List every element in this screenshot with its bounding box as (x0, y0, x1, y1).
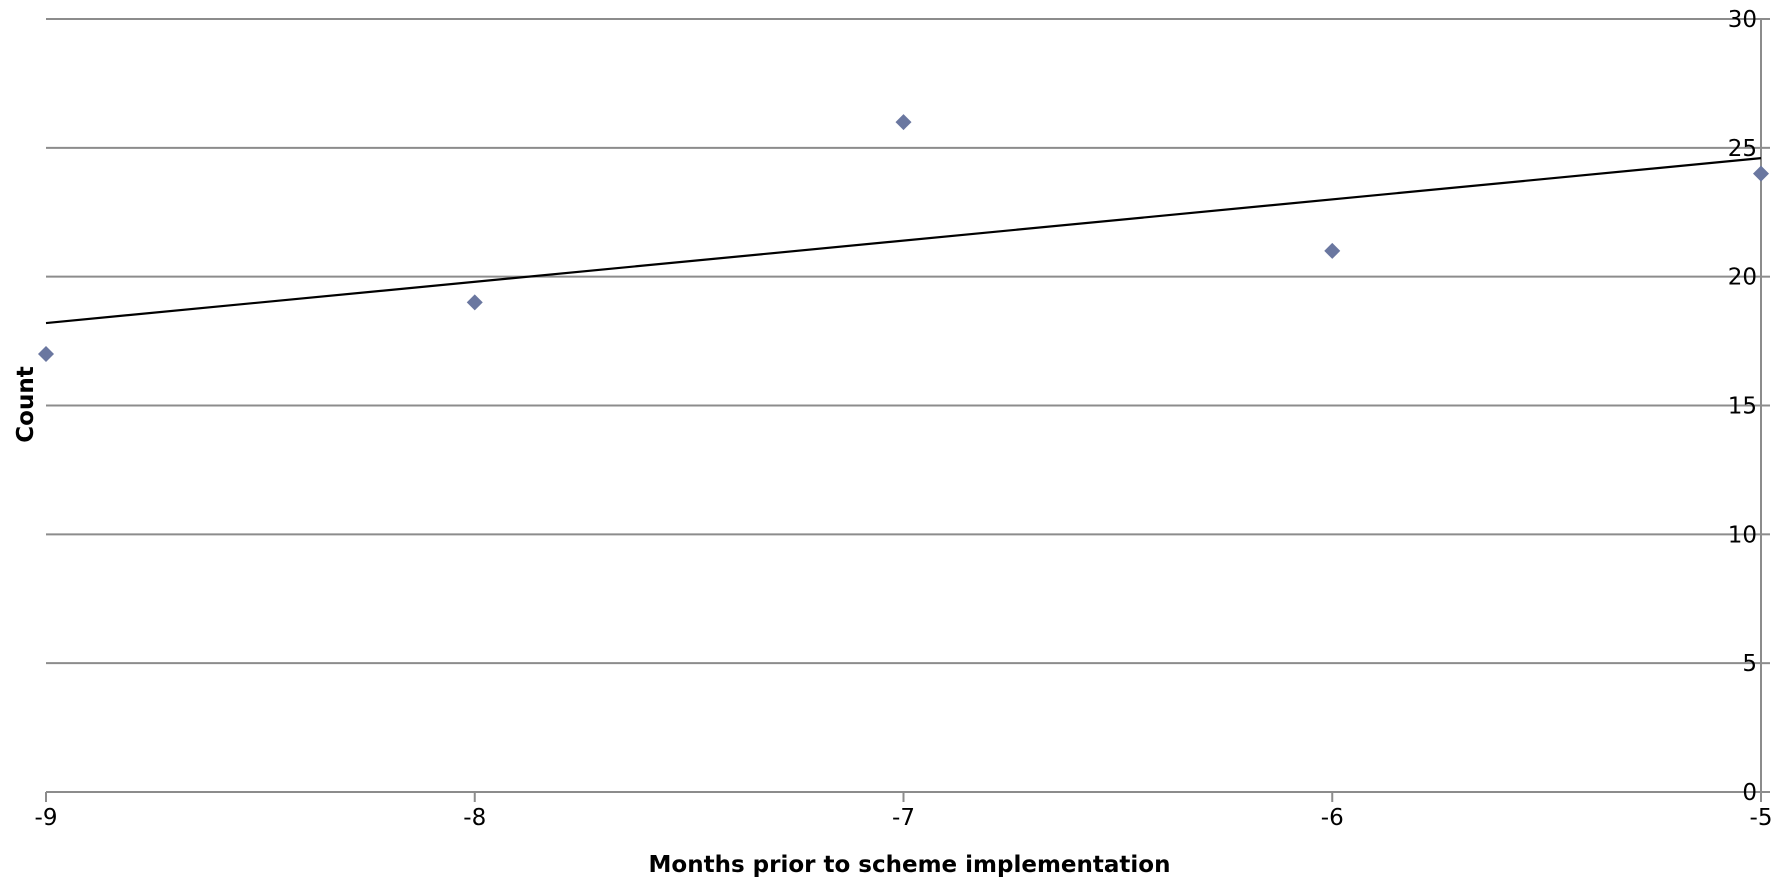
x-tick-label: -8 (463, 805, 486, 831)
data-point (895, 114, 912, 131)
x-tick-label: -5 (1750, 805, 1773, 831)
y-tick-label: 5 (1742, 651, 1757, 677)
y-tick-label: 10 (1728, 522, 1757, 548)
y-tick-label: 30 (1728, 7, 1757, 33)
data-points (38, 114, 1769, 362)
data-point (1324, 242, 1341, 259)
axes (45, 18, 1770, 802)
y-tick-label: 0 (1742, 780, 1757, 806)
y-tick-label: 15 (1728, 394, 1757, 420)
y-tick-label: 25 (1728, 136, 1757, 162)
data-point (466, 294, 483, 311)
y-tick-label: 20 (1728, 265, 1757, 291)
data-point (1753, 165, 1769, 182)
y-axis-title: Count (13, 366, 39, 442)
trendline-group (45, 157, 1762, 325)
linear-trendline (45, 157, 1762, 325)
data-point (38, 345, 54, 362)
x-tick-label: -7 (892, 805, 915, 831)
x-tick-label: -6 (1321, 805, 1344, 831)
x-tick-label: -9 (35, 805, 58, 831)
x-axis-title: Months prior to scheme implementation (649, 852, 1171, 878)
tick-labels: -9 -8 -7 -6 -50 5 10 15 20 25 30 (35, 7, 1773, 831)
gridlines (46, 18, 1761, 665)
